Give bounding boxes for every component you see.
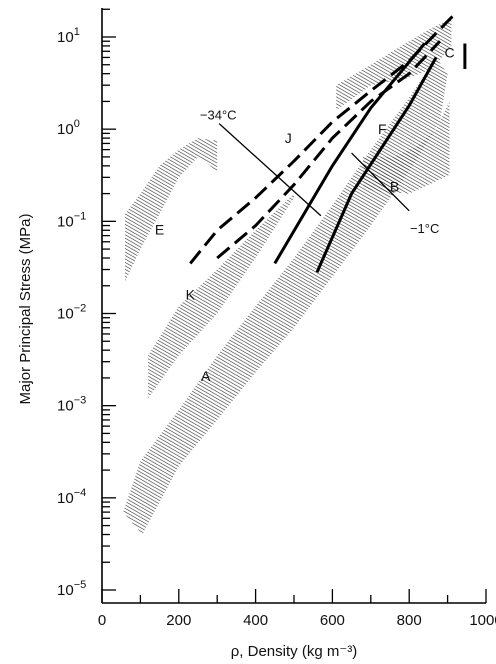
y-tick-label: 10−4 [57, 487, 86, 507]
y-tick-label: 100 [57, 118, 80, 138]
x-tick-label: 0 [98, 612, 106, 629]
region-a [123, 57, 448, 535]
region-label-b: B [390, 178, 399, 194]
region-label-a: A [201, 368, 211, 384]
region-e [125, 138, 218, 282]
region-c [336, 18, 452, 111]
curve-j-dashed-1 [216, 40, 441, 260]
x-axis-title: ρ, Density (kg m⁻³) [231, 643, 357, 660]
region-label-e: E [155, 221, 164, 237]
hatched-regions [123, 18, 452, 535]
y-tick-label: 10−3 [57, 395, 86, 415]
x-tick-label: 1000 [469, 612, 496, 629]
region-k [148, 193, 294, 399]
curve-j-dashed-0 [189, 12, 457, 265]
x-tick-label: 600 [320, 612, 345, 629]
data-curves [189, 12, 467, 273]
y-tick-label: 10−5 [57, 579, 86, 599]
y-axis-title: Major Principal Stress (MPa) [17, 214, 34, 405]
region-label-k: K [186, 287, 196, 303]
ticks [101, 8, 487, 603]
curve-label-f: F [378, 121, 387, 137]
annotation-leader-1 [351, 152, 410, 212]
annotation-leader-0 [218, 123, 322, 217]
labels: 10−5 10−4 10−3 10−2 10−1 100 101 0 200 400 600 800 1… [57, 26, 496, 629]
x-tick-label: 400 [243, 612, 268, 629]
temperature-label: −1°C [410, 221, 439, 236]
region-b [363, 101, 450, 194]
y-tick-label: 101 [57, 26, 80, 46]
curve-f-solid-2 [273, 42, 426, 265]
y-tick-label: 10−2 [57, 303, 86, 323]
y-tick-label: 10−1 [57, 210, 86, 230]
x-tick-label: 200 [166, 612, 191, 629]
x-tick-label: 800 [397, 612, 422, 629]
curve-f-solid-3 [315, 56, 438, 273]
curve-label-j: J [285, 130, 292, 146]
temperature-label: −34°C [200, 107, 237, 122]
region-label-c: C [444, 44, 454, 60]
